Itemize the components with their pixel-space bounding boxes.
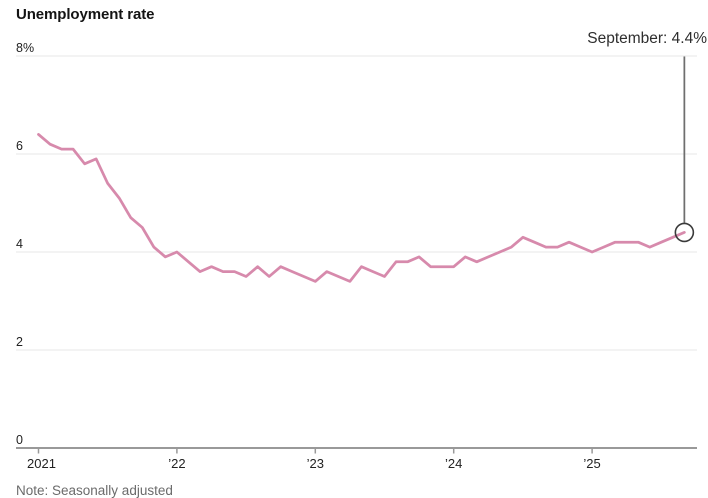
callout-label: September: 4.4% xyxy=(587,30,707,47)
y-tick-label: 4 xyxy=(16,237,23,251)
x-tick-label: ’23 xyxy=(307,456,324,471)
x-tick-label: ’24 xyxy=(445,456,462,471)
x-tick-label: ’25 xyxy=(583,456,600,471)
y-tick-label: 0 xyxy=(16,433,23,447)
y-tick-label: 2 xyxy=(16,335,23,349)
chart-note: Note: Seasonally adjusted xyxy=(16,483,173,498)
chart-title: Unemployment rate xyxy=(16,6,155,23)
endpoint-marker xyxy=(674,222,695,243)
x-tick-label: ’22 xyxy=(168,456,185,471)
y-tick-label: 6 xyxy=(16,139,23,153)
y-tick-label: 8% xyxy=(16,41,34,55)
unemployment-line xyxy=(37,133,686,283)
x-tick-label: 2021 xyxy=(27,456,56,471)
